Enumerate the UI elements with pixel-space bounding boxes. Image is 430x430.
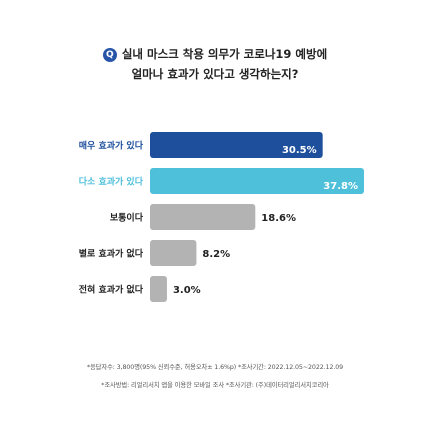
survey-note-2: *조사방법: 리얼리서치 앱을 이용한 모바일 조사 *조사기관: (주)데이터… [101, 382, 329, 389]
bar [150, 276, 167, 302]
category-label: 전혀 효과가 없다 [79, 284, 144, 296]
bar [150, 240, 197, 266]
category-label: 다소 효과가 있다 [79, 176, 144, 188]
value-label: 8.2% [202, 249, 230, 260]
category-label: 보통이다 [110, 212, 144, 224]
question-badge: Q [102, 48, 117, 62]
category-label: 별로 효과가 없다 [79, 248, 144, 260]
category-label: 매우 효과가 있다 [79, 140, 144, 152]
bar [150, 168, 364, 194]
value-label: 18.6% [261, 213, 296, 224]
question-line-1: Q 실내 마스크 착용 의무가 코로나19 예방에 [0, 44, 430, 64]
bar [150, 204, 256, 230]
question-line-2: 얼마나 효과가 있다고 생각하는지? [131, 67, 299, 81]
value-label: 37.8% [323, 181, 358, 192]
value-label: 3.0% [173, 285, 201, 296]
bar [150, 132, 323, 158]
survey-note-1: *응답자수: 3,800명(95% 신뢰수준, 허용오차± 1.6%p) *조사… [86, 364, 344, 371]
question-title: Q 실내 마스크 착용 의무가 코로나19 예방에 얼마나 효과가 있다고 생각하… [0, 44, 430, 84]
value-label: 30.5% [282, 145, 317, 156]
question-text-1: 실내 마스크 착용 의무가 코로나19 예방에 [121, 47, 328, 61]
